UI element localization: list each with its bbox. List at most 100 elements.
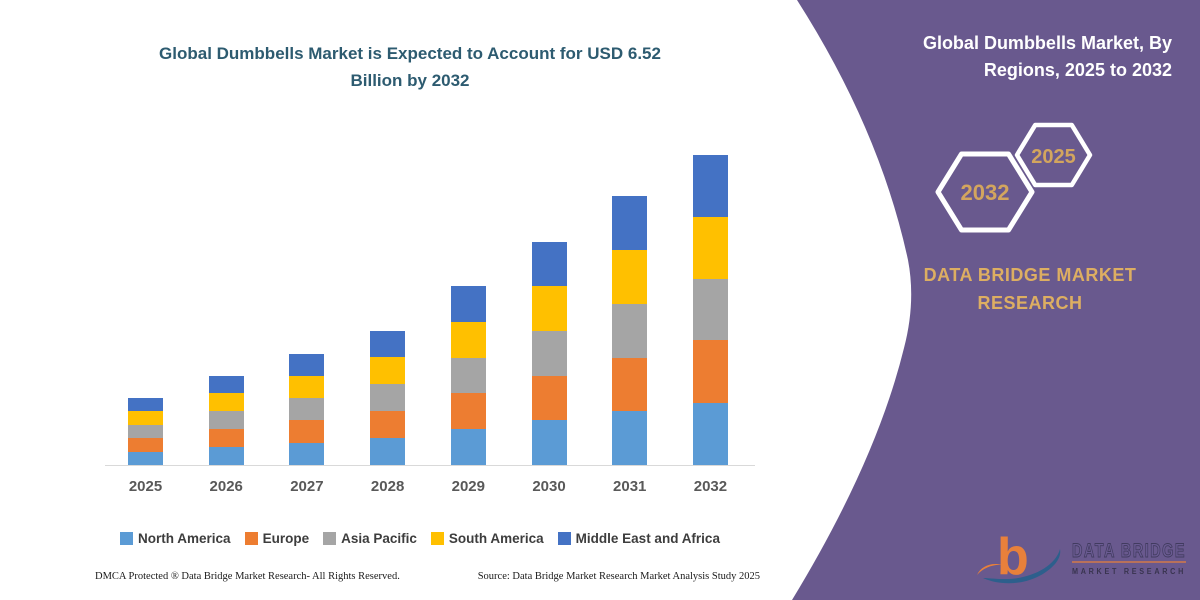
- bar-column-2029: [450, 286, 486, 465]
- x-axis-label-text: 2032: [693, 478, 728, 495]
- legend-label-europe: Europe: [262, 531, 310, 546]
- bar-segment-south-america-2026: [208, 393, 244, 412]
- bar-segment-south-america-2025: [128, 410, 163, 425]
- legend-item-middle-east-and-africa: Middle East and Africa: [557, 531, 720, 546]
- footer: DMCA Protected ® Data Bridge Market Rese…: [95, 571, 760, 582]
- bar-segment-asia-pacific-2028: [370, 384, 406, 411]
- bar-segment-asia-pacific-2026: [208, 411, 244, 429]
- bar-segment-asia-pacific-2032: [692, 278, 728, 341]
- logo-b-icon: b: [997, 528, 1029, 586]
- legend-label-north-america: North America: [138, 531, 231, 546]
- bar-segment-middle-east-and-africa-2025: [128, 397, 163, 411]
- bar-column-2025: [128, 397, 163, 465]
- x-axis-label-text: 2030: [532, 478, 566, 495]
- legend-swatch-europe: [244, 532, 258, 545]
- bar-segment-europe-2027: [289, 420, 325, 443]
- bar-segment-asia-pacific-2030: [531, 330, 567, 376]
- x-axis-label-2026: 2026: [209, 478, 244, 495]
- x-axis-label-text: 2029: [451, 478, 485, 495]
- bar-segment-south-america-2032: [692, 216, 728, 279]
- x-axis-label-2029: 2029: [451, 478, 486, 495]
- bar-segment-north-america-2026: [208, 446, 244, 465]
- x-axis-label-text: 2027: [290, 478, 324, 495]
- bar-column-2030: [531, 241, 567, 465]
- legend-swatch-north-america: [120, 532, 134, 545]
- x-axis-label-2031: 2031: [612, 478, 647, 495]
- hexagon-2025-label: 2025: [1031, 146, 1076, 168]
- bar-segment-europe-2032: [692, 340, 728, 403]
- bar-column-2031: [612, 196, 648, 465]
- bar-segment-europe-2028: [370, 410, 406, 438]
- legend-label-south-america: South America: [448, 531, 544, 546]
- bar-segment-south-america-2029: [450, 321, 486, 358]
- legend-label-asia-pacific: Asia Pacific: [341, 531, 417, 546]
- hexagon-2025: [1014, 122, 1093, 188]
- bar-column-2032: [692, 155, 728, 465]
- bar-segment-middle-east-and-africa-2032: [692, 155, 728, 217]
- logo-name-text: DATA BRIDGE: [1072, 541, 1186, 562]
- bar-segment-north-america-2028: [370, 437, 406, 465]
- bar-segment-north-america-2032: [692, 402, 728, 465]
- legend: North America Europe Asia Pacific South Ame…: [80, 531, 760, 546]
- hexagon-2032: [935, 151, 1035, 233]
- bar-column-2028: [370, 330, 406, 465]
- logo-tagline-text: MARKET RESEARCH: [1072, 567, 1186, 576]
- bar-segment-south-america-2031: [612, 249, 648, 304]
- bar-segment-asia-pacific-2031: [612, 303, 648, 358]
- x-axis-label-2032: 2032: [693, 478, 728, 495]
- bar-segment-middle-east-and-africa-2028: [370, 330, 406, 358]
- bar-segment-south-america-2028: [370, 357, 406, 385]
- logo-swoosh-icon: [983, 549, 1061, 584]
- x-axis-label-2028: 2028: [370, 478, 405, 495]
- legend-item-asia-pacific: Asia Pacific: [323, 531, 417, 546]
- brand-wordmark: DATA BRIDGE MARKET RESEARCH: [923, 265, 1137, 313]
- x-axis-label-text: 2028: [370, 478, 405, 495]
- bar-segment-europe-2025: [128, 437, 163, 452]
- bar-segment-north-america-2031: [612, 411, 648, 465]
- legend-item-north-america: North America: [120, 531, 231, 546]
- bar-segment-europe-2029: [450, 393, 486, 430]
- legend-label-middle-east-and-africa: Middle East and Africa: [575, 531, 720, 546]
- bar-segment-south-america-2030: [531, 286, 567, 331]
- bar-segment-north-america-2030: [531, 420, 567, 465]
- bar-segment-north-america-2027: [289, 442, 325, 465]
- bar-segment-europe-2030: [531, 375, 567, 421]
- bar-segment-europe-2026: [208, 428, 244, 447]
- legend-swatch-asia-pacific: [323, 532, 337, 545]
- legend-swatch-middle-east-and-africa: [557, 532, 571, 545]
- legend-item-south-america: South America: [430, 531, 544, 546]
- x-axis-label-2030: 2030: [532, 478, 567, 495]
- x-axis-label-2027: 2027: [289, 478, 324, 495]
- hexagon-2032-label: 2032: [961, 180, 1010, 205]
- x-axis-labels: 2025 2026 2027 2028 2029 2030 2031 2032: [128, 478, 728, 495]
- bar-column-2027: [289, 353, 325, 465]
- footer-source: Source: Data Bridge Market Research Mark…: [477, 571, 760, 582]
- bar-segment-middle-east-and-africa-2026: [208, 375, 244, 394]
- bar-segment-south-america-2027: [289, 375, 325, 399]
- bar-segment-asia-pacific-2029: [450, 357, 486, 394]
- legend-swatch-south-america: [430, 532, 444, 545]
- bar-segment-asia-pacific-2025: [128, 424, 163, 438]
- bar-segment-middle-east-and-africa-2027: [289, 353, 325, 376]
- panel-heading: Global Dumbbells Market, By Regions, 202…: [922, 33, 1172, 80]
- legend-item-europe: Europe: [244, 531, 310, 546]
- dbmr-logo: b DATA BRIDGE MARKET RESEARCH: [977, 528, 1186, 586]
- x-axis-label-text: 2026: [209, 478, 243, 495]
- bar-segment-north-america-2025: [128, 451, 163, 465]
- footer-copyright: DMCA Protected ® Data Bridge Market Rese…: [95, 571, 400, 582]
- bar-segment-middle-east-and-africa-2031: [612, 196, 648, 250]
- bar-segment-asia-pacific-2027: [289, 398, 325, 421]
- bar-segment-middle-east-and-africa-2030: [531, 241, 567, 287]
- bar-segment-north-america-2029: [450, 429, 486, 465]
- x-axis-line: [105, 465, 755, 466]
- x-axis-label-text: 2031: [613, 478, 647, 495]
- plot-area: [128, 150, 728, 465]
- x-axis-label-2025: 2025: [128, 478, 163, 495]
- bar-column-2026: [208, 375, 244, 465]
- logo-small-swoosh-icon: [977, 564, 1002, 575]
- chart-title: Global Dumbbells Market is Expected to A…: [159, 44, 661, 91]
- x-axis-label-text: 2025: [128, 478, 163, 495]
- bar-segment-middle-east-and-africa-2029: [450, 286, 486, 322]
- bar-segment-europe-2031: [612, 357, 648, 412]
